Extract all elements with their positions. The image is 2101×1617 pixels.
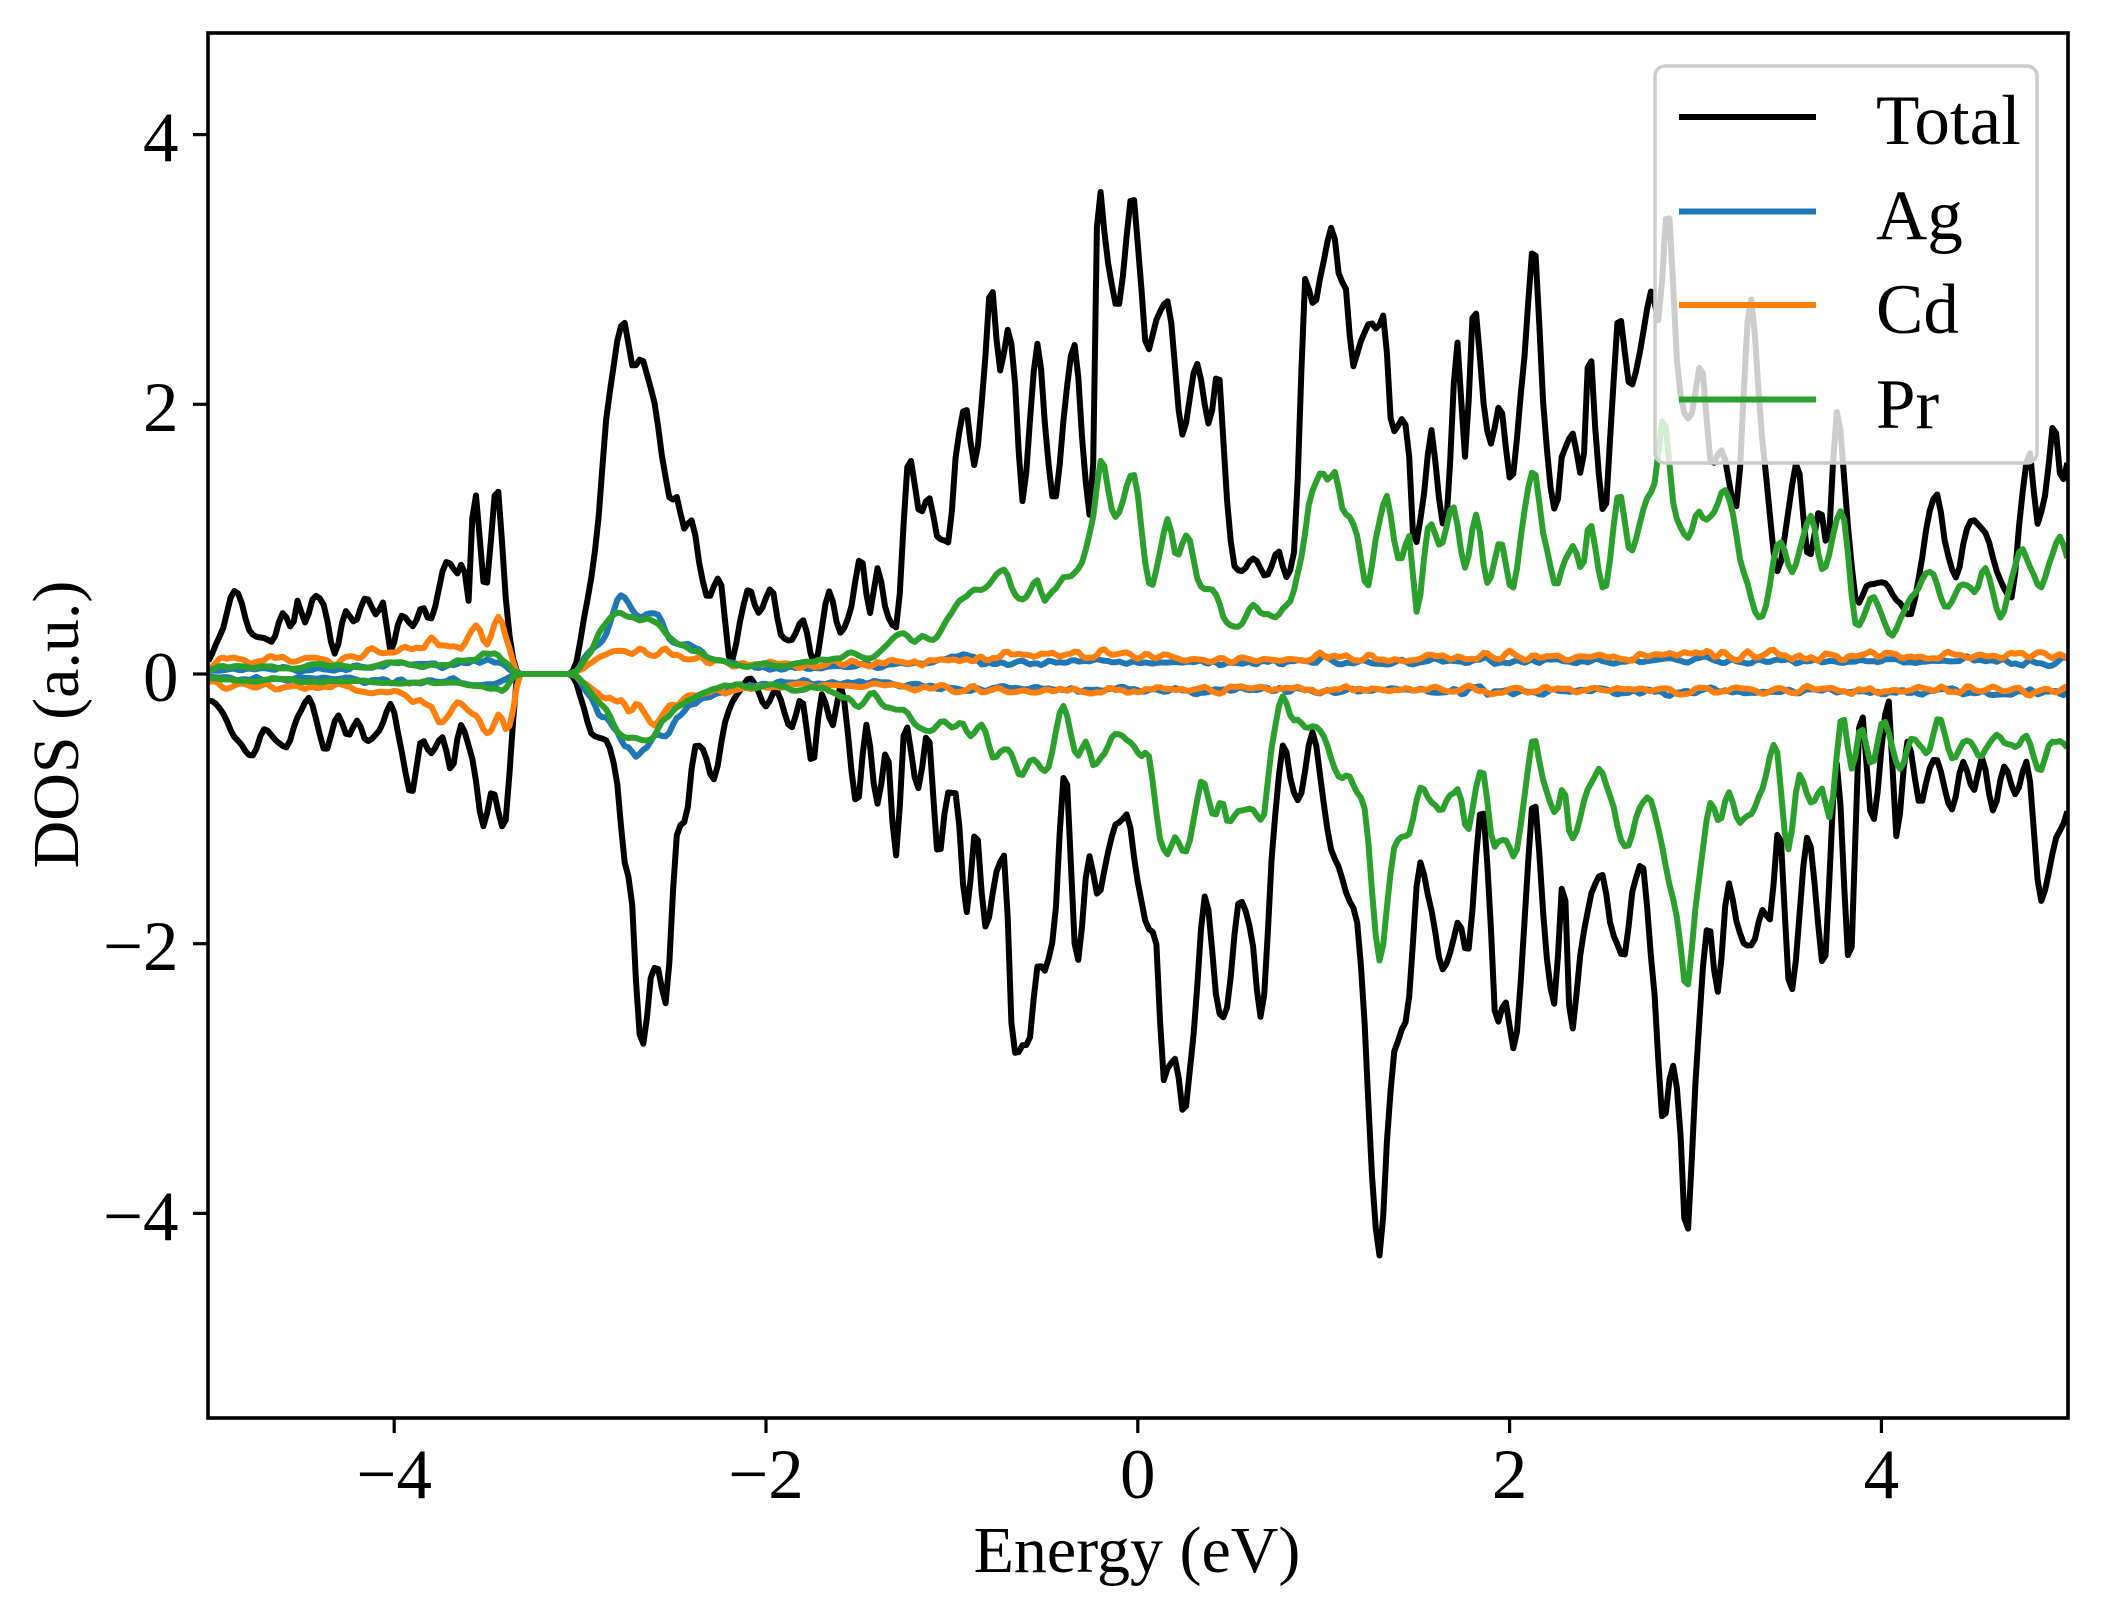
svg-text:2: 2 — [143, 369, 179, 447]
svg-text:Energy (eV): Energy (eV) — [974, 1514, 1301, 1587]
svg-text:Ag: Ag — [1876, 177, 1963, 255]
svg-text:0: 0 — [143, 639, 179, 717]
svg-text:DOS (a.u.): DOS (a.u.) — [20, 581, 93, 869]
svg-text:4: 4 — [143, 99, 179, 177]
svg-text:−2: −2 — [103, 908, 179, 986]
svg-text:Pr: Pr — [1876, 366, 1939, 444]
svg-text:−4: −4 — [356, 1436, 432, 1514]
svg-text:2: 2 — [1492, 1436, 1528, 1514]
svg-text:Total: Total — [1876, 82, 2021, 160]
svg-text:−4: −4 — [103, 1178, 179, 1256]
svg-text:Cd: Cd — [1876, 271, 1959, 349]
svg-text:4: 4 — [1864, 1436, 1900, 1514]
svg-text:0: 0 — [1120, 1436, 1156, 1514]
svg-text:−2: −2 — [728, 1436, 804, 1514]
